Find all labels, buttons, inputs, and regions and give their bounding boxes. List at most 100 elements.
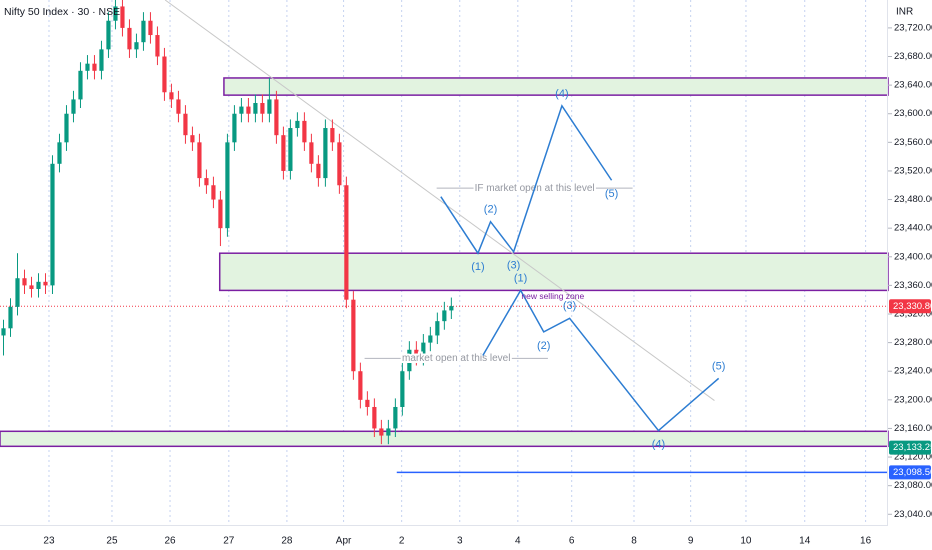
candle-body	[407, 349, 412, 372]
candle-body	[176, 99, 181, 114]
candle-body	[302, 120, 307, 143]
y-tick-label: 23,280.00	[894, 337, 932, 348]
x-tick-label: Apr	[336, 536, 352, 547]
candle-body	[260, 102, 265, 114]
note: new selling zone	[521, 291, 584, 301]
x-tick-label: 9	[688, 536, 694, 547]
candle-body	[106, 20, 111, 50]
candle-body	[393, 406, 398, 429]
candle-body	[218, 199, 223, 229]
candle-body	[239, 106, 244, 114]
candle-body	[400, 371, 405, 407]
candle-body	[183, 113, 188, 136]
candle-body	[29, 285, 34, 289]
candle-body	[71, 99, 76, 114]
candle-body	[414, 349, 419, 357]
candle-body	[162, 56, 167, 93]
trendline	[164, 0, 715, 401]
candle-body	[442, 310, 447, 322]
x-tick-label: 3	[457, 536, 463, 547]
candle-body	[232, 113, 237, 143]
candle-body	[337, 142, 342, 186]
candle-body	[246, 106, 251, 114]
candle-body	[78, 70, 83, 100]
candle-body	[330, 128, 335, 143]
candle-body	[211, 185, 216, 200]
wave-label: (2)	[484, 204, 497, 216]
price-tag	[889, 299, 931, 314]
candle-body	[281, 135, 286, 171]
candle-body	[190, 135, 195, 143]
y-tick-label: 23,520.00	[894, 165, 932, 176]
zone	[0, 430, 889, 448]
candle-body	[99, 49, 104, 71]
x-tick-label: 16	[860, 536, 872, 547]
wave-label: (3)	[507, 260, 520, 272]
zone	[218, 252, 889, 292]
candle-body	[316, 163, 321, 179]
candle-body	[365, 399, 370, 407]
candle-body	[344, 185, 349, 300]
y-tick-label: 23,040.00	[894, 509, 932, 520]
candle-body	[8, 306, 13, 329]
wave-label: (1)	[471, 261, 484, 273]
candle-body	[50, 163, 55, 286]
candle-body	[421, 342, 426, 357]
candle-body	[267, 99, 272, 114]
x-tick-label: 4	[515, 536, 521, 547]
axes: 23,040.00 23,080.00 23,120.00 23,160.00 23,2…	[43, 22, 932, 546]
currency: INR	[896, 7, 913, 18]
x-tick-label: 14	[799, 536, 811, 547]
candle-body	[274, 99, 279, 136]
chart-title: Nifty 50 Index · 30 · NSE	[4, 6, 120, 18]
wave	[440, 104, 613, 255]
wave-label: (3)	[563, 300, 576, 312]
candle-body	[134, 42, 139, 50]
candle-body	[225, 142, 230, 229]
candle-body	[120, 6, 125, 28]
price-tag-label: 23,098.50	[893, 467, 932, 478]
candle-body	[64, 113, 69, 143]
candle-body	[428, 335, 433, 343]
candle-body	[288, 128, 293, 171]
x-tick-label: 10	[740, 536, 752, 547]
x-tick-label: 25	[106, 536, 118, 547]
wave-label: (2)	[537, 340, 550, 352]
x-tick-label: 6	[569, 536, 575, 547]
y-tick-label: 23,480.00	[894, 194, 932, 205]
x-tick-label: 28	[281, 536, 293, 547]
candle-body	[379, 428, 384, 436]
candle-body	[435, 321, 440, 336]
candle-body	[148, 20, 153, 36]
y-tick-label: 23,080.00	[894, 480, 932, 491]
candle-body	[155, 35, 160, 57]
candle-body	[197, 142, 202, 179]
candle-body	[141, 20, 146, 43]
candle-body	[358, 371, 363, 400]
y-tick-label: 23,120.00	[894, 452, 932, 463]
price-tag	[889, 440, 931, 455]
candle-body	[323, 128, 328, 179]
y-tick-label: 23,360.00	[894, 280, 932, 291]
candle-body	[92, 63, 97, 71]
wave-label: (4)	[555, 88, 568, 100]
candle-body	[57, 142, 62, 164]
y-tick-label: 23,320.00	[894, 309, 932, 320]
y-tick-label: 23,200.00	[894, 394, 932, 405]
candle-body	[253, 102, 258, 114]
candle-body	[36, 281, 41, 289]
candle-body	[309, 142, 314, 164]
x-tick-label: 23	[43, 536, 55, 547]
candle-body	[85, 63, 90, 71]
x-tick-label: 2	[399, 536, 405, 547]
candle-body	[43, 281, 48, 286]
level-text: market open at this level	[402, 353, 510, 364]
y-tick-label: 23,720.00	[894, 22, 932, 33]
candle-body	[15, 278, 20, 307]
wave-label: (5)	[712, 360, 725, 372]
candle-body	[127, 27, 132, 50]
x-tick-label: 27	[223, 536, 235, 547]
candle-body	[1, 328, 6, 336]
candle-body	[22, 278, 27, 286]
candle-body	[386, 428, 391, 436]
